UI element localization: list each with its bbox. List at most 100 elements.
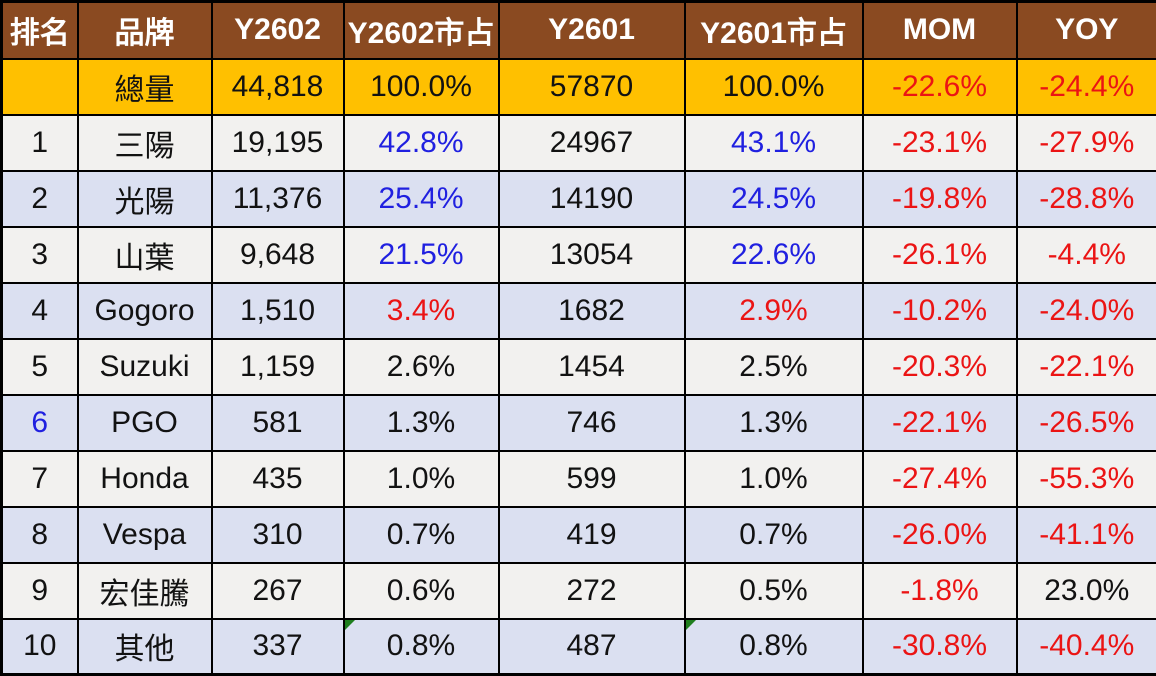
cell: 435 bbox=[210, 449, 345, 508]
header-row: 排名 品牌 Y2602 Y2602市占 Y2601 Y2601市占 MOM YOY bbox=[0, 0, 1156, 60]
cell: 0.7% bbox=[683, 505, 864, 564]
cell: 42.8% bbox=[342, 113, 500, 172]
cell: 21.5% bbox=[342, 225, 500, 284]
cell: 1 bbox=[0, 113, 79, 172]
cell: 1682 bbox=[497, 281, 686, 340]
cell: 7 bbox=[0, 449, 79, 508]
cell: 2 bbox=[0, 169, 79, 228]
cell: -1.8% bbox=[861, 561, 1018, 620]
cell: 1.3% bbox=[342, 393, 500, 452]
cell-with-corner-marker-icon: 0.8% bbox=[342, 617, 500, 676]
cell: 44,818 bbox=[210, 57, 345, 116]
cell: 5 bbox=[0, 337, 79, 396]
cell: 310 bbox=[210, 505, 345, 564]
cell: 581 bbox=[210, 393, 345, 452]
cell: 19,195 bbox=[210, 113, 345, 172]
cell: -24.4% bbox=[1015, 57, 1156, 116]
cell: 3 bbox=[0, 225, 79, 284]
cell: 13054 bbox=[497, 225, 686, 284]
cell: 11,376 bbox=[210, 169, 345, 228]
total-row: 總量 44,818 100.0% 57870 100.0% -22.6% -24.4% bbox=[0, 57, 1156, 116]
cell: 0.5% bbox=[683, 561, 864, 620]
cell: 0.6% bbox=[342, 561, 500, 620]
column-header-7: MOM bbox=[861, 0, 1018, 60]
table-row: 3 山葉 9,648 21.5% 13054 22.6% -26.1% -4.4% bbox=[0, 225, 1156, 284]
cell: -22.1% bbox=[861, 393, 1018, 452]
column-header-1: 排名 bbox=[0, 0, 79, 60]
cell: -26.1% bbox=[861, 225, 1018, 284]
cell: 1.3% bbox=[683, 393, 864, 452]
cell: 8 bbox=[0, 505, 79, 564]
table-row: 2 光陽 11,376 25.4% 14190 24.5% -19.8% -28.8% bbox=[0, 169, 1156, 228]
cell: 100.0% bbox=[342, 57, 500, 116]
table-row: 4 Gogoro 1,510 3.4% 1682 2.9% -10.2% -24.0% bbox=[0, 281, 1156, 340]
cell: 25.4% bbox=[342, 169, 500, 228]
cell: -4.4% bbox=[1015, 225, 1156, 284]
cell: 337 bbox=[210, 617, 345, 676]
cell: 0.7% bbox=[342, 505, 500, 564]
table-row: 5 Suzuki 1,159 2.6% 1454 2.5% -20.3% -22.1% bbox=[0, 337, 1156, 396]
cell: -10.2% bbox=[861, 281, 1018, 340]
column-header-5: Y2601 bbox=[497, 0, 686, 60]
cell: 14190 bbox=[497, 169, 686, 228]
cell: 1,510 bbox=[210, 281, 345, 340]
cell: 4 bbox=[0, 281, 79, 340]
column-header-6: Y2601市占 bbox=[683, 0, 864, 60]
cell: -55.3% bbox=[1015, 449, 1156, 508]
cell: -26.0% bbox=[861, 505, 1018, 564]
table-row: 9 宏佳騰 267 0.6% 272 0.5% -1.8% 23.0% bbox=[0, 561, 1156, 620]
cell: 9 bbox=[0, 561, 79, 620]
cell: 24967 bbox=[497, 113, 686, 172]
column-header-3: Y2602 bbox=[210, 0, 345, 60]
column-header-4: Y2602市占 bbox=[342, 0, 500, 60]
column-header-2: 品牌 bbox=[76, 0, 213, 60]
cell: 43.1% bbox=[683, 113, 864, 172]
cell: 光陽 bbox=[76, 169, 213, 228]
cell: 總量 bbox=[76, 57, 213, 116]
cell: -40.4% bbox=[1015, 617, 1156, 676]
cell: -27.9% bbox=[1015, 113, 1156, 172]
cell: 267 bbox=[210, 561, 345, 620]
cell: 599 bbox=[497, 449, 686, 508]
cell: -22.1% bbox=[1015, 337, 1156, 396]
cell: 山葉 bbox=[76, 225, 213, 284]
cell: -22.6% bbox=[861, 57, 1018, 116]
cell: 746 bbox=[497, 393, 686, 452]
cell: -26.5% bbox=[1015, 393, 1156, 452]
cell: 2.6% bbox=[342, 337, 500, 396]
table-row: 6 PGO 581 1.3% 746 1.3% -22.1% -26.5% bbox=[0, 393, 1156, 452]
cell: -19.8% bbox=[861, 169, 1018, 228]
cell: 24.5% bbox=[683, 169, 864, 228]
cell: 6 bbox=[0, 393, 79, 452]
cell: 487 bbox=[497, 617, 686, 676]
cell: 22.6% bbox=[683, 225, 864, 284]
cell: 其他 bbox=[76, 617, 213, 676]
cell: 272 bbox=[497, 561, 686, 620]
cell: Vespa bbox=[76, 505, 213, 564]
cell bbox=[0, 57, 79, 116]
cell: 3.4% bbox=[342, 281, 500, 340]
cell: Gogoro bbox=[76, 281, 213, 340]
table-row: 8 Vespa 310 0.7% 419 0.7% -26.0% -41.1% bbox=[0, 505, 1156, 564]
cell: 10 bbox=[0, 617, 79, 676]
cell: -27.4% bbox=[861, 449, 1018, 508]
cell: -23.1% bbox=[861, 113, 1018, 172]
cell: 2.9% bbox=[683, 281, 864, 340]
table-row: 10 其他 337 0.8% 487 0.8% -30.8% -40.4% bbox=[0, 617, 1156, 676]
cell: -28.8% bbox=[1015, 169, 1156, 228]
cell: 宏佳騰 bbox=[76, 561, 213, 620]
cell: 1.0% bbox=[683, 449, 864, 508]
cell: -20.3% bbox=[861, 337, 1018, 396]
cell: -30.8% bbox=[861, 617, 1018, 676]
cell: 1,159 bbox=[210, 337, 345, 396]
cell: Suzuki bbox=[76, 337, 213, 396]
column-header-8: YOY bbox=[1015, 0, 1156, 60]
cell-with-corner-marker-icon: 0.8% bbox=[683, 617, 864, 676]
cell: 1.0% bbox=[342, 449, 500, 508]
cell: 419 bbox=[497, 505, 686, 564]
table-body: 總量 44,818 100.0% 57870 100.0% -22.6% -24.4% 1 三陽… bbox=[0, 57, 1156, 676]
cell: Honda bbox=[76, 449, 213, 508]
cell: -41.1% bbox=[1015, 505, 1156, 564]
cell: 57870 bbox=[497, 57, 686, 116]
